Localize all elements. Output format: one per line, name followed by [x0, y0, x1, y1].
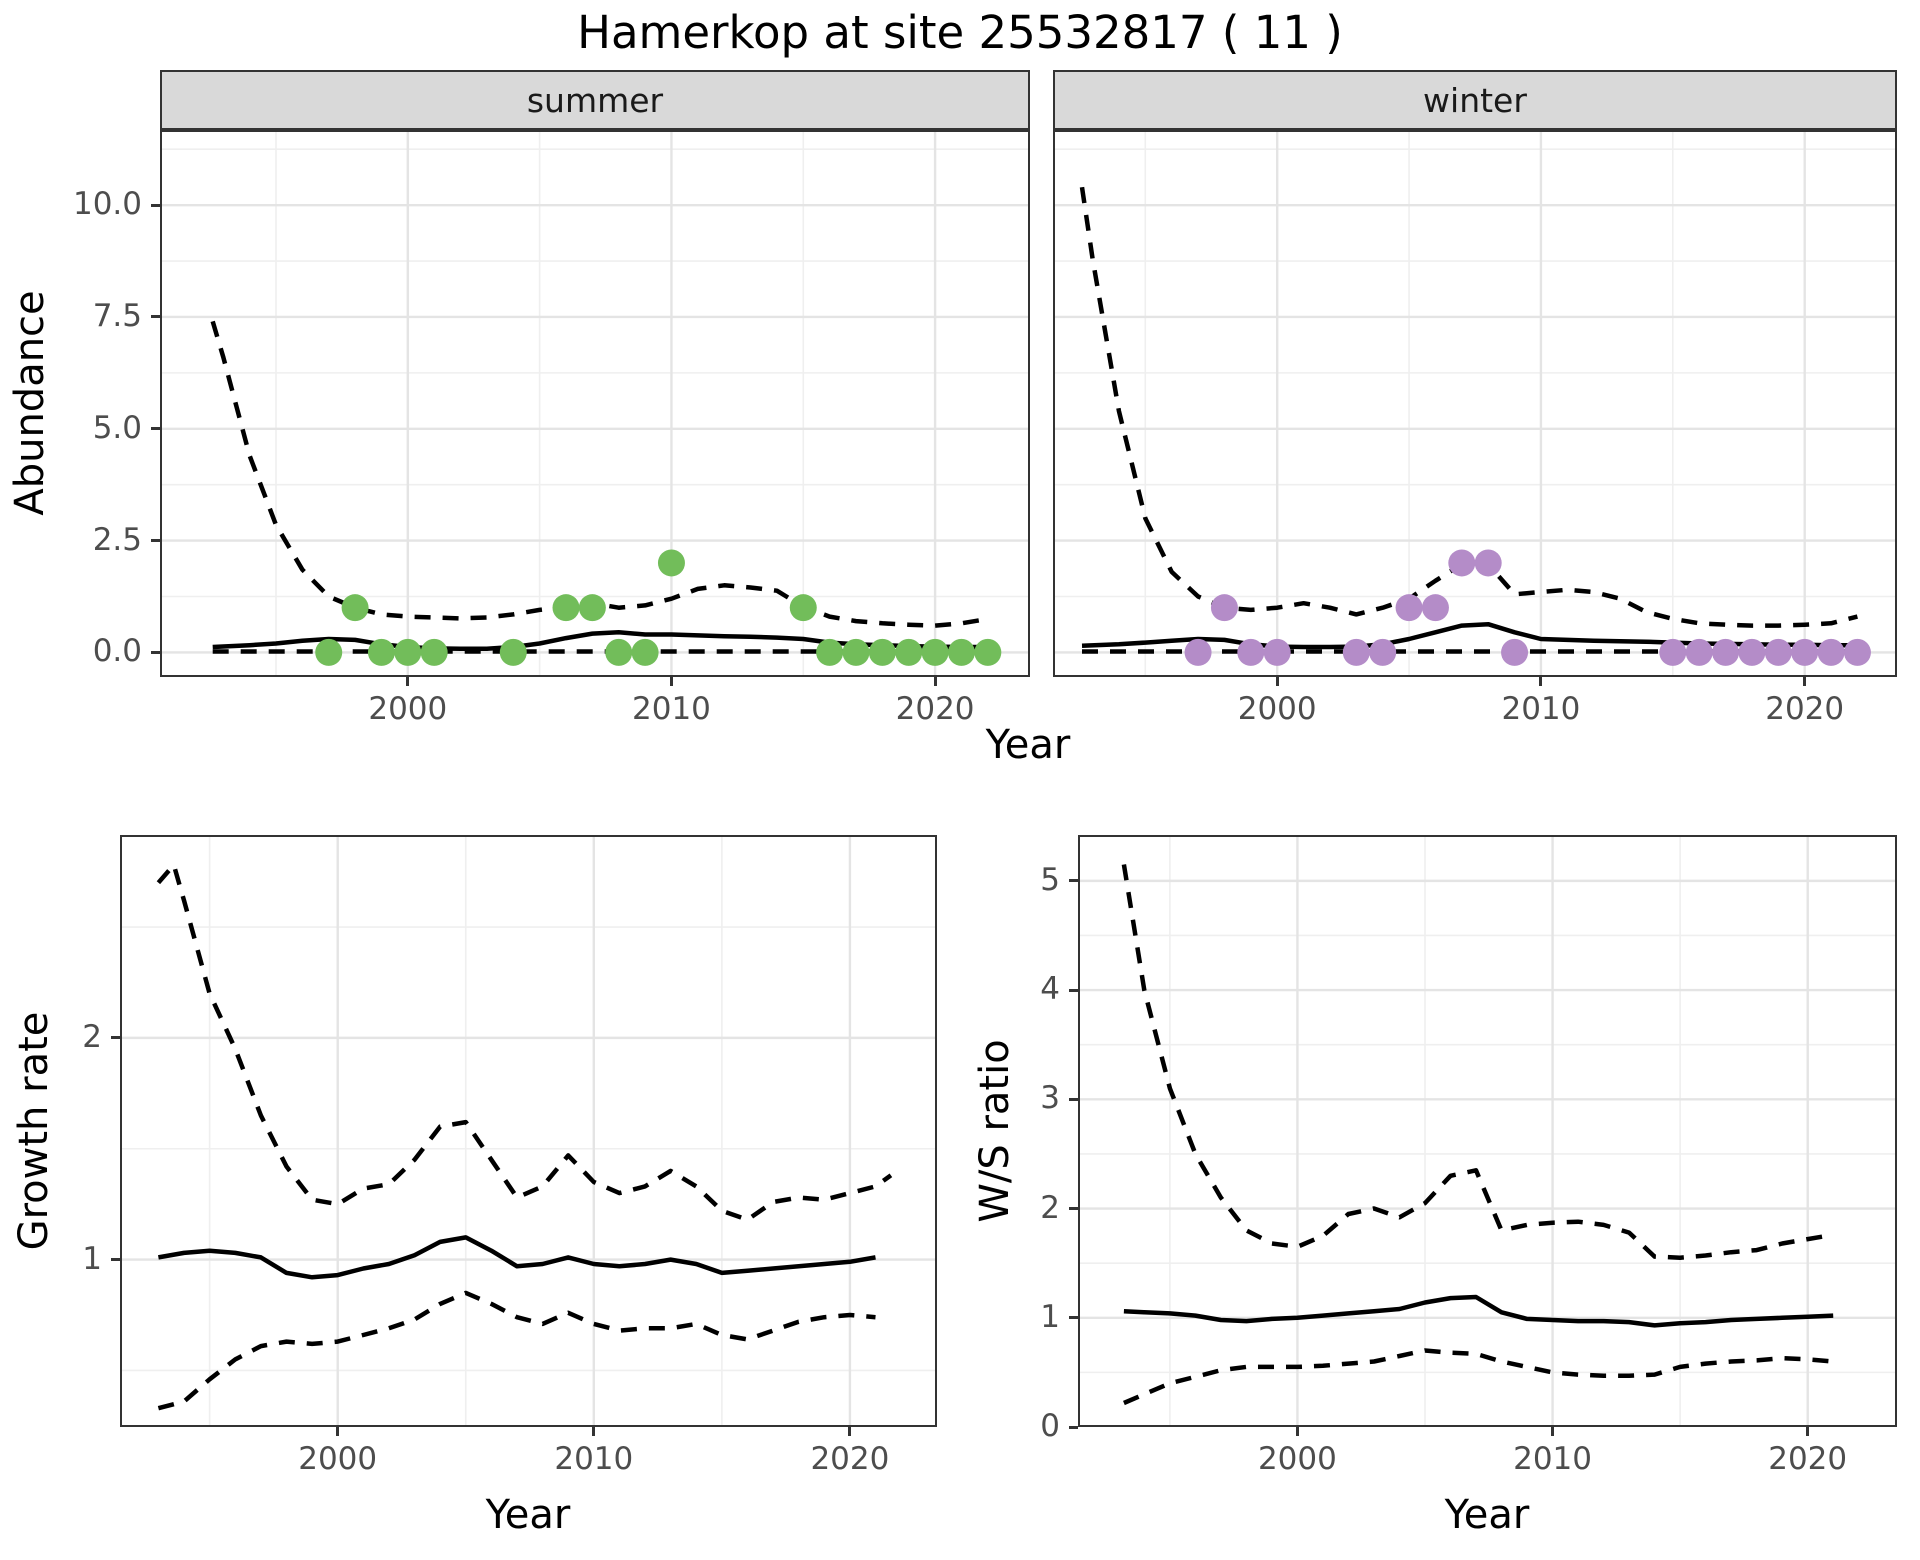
- x-tick-label: 2000: [368, 691, 448, 727]
- y-tick-mark: [1069, 879, 1078, 883]
- y-tick-mark: [111, 1258, 120, 1262]
- x-tick-label: 2000: [1257, 1441, 1337, 1477]
- x-tick-mark: [1539, 677, 1543, 686]
- facet-strip-winter-label: winter: [1423, 80, 1527, 120]
- x-tick-mark: [1803, 677, 1807, 686]
- x-tick-label: 2020: [810, 1441, 890, 1477]
- x-tick-mark: [669, 677, 673, 686]
- abundance-summer-panel: [160, 130, 1030, 677]
- x-tick-label: 2010: [632, 691, 711, 727]
- facet-strip-summer-label: summer: [526, 80, 664, 120]
- y-tick-mark: [151, 203, 160, 207]
- x-tick-label: 2010: [1501, 691, 1581, 727]
- y-tick-mark: [1069, 1425, 1078, 1429]
- y-tick-label: 1: [82, 1240, 102, 1277]
- facet-strip-summer: summer: [160, 70, 1030, 130]
- x-tick-label: 2000: [298, 1441, 378, 1477]
- x-tick-mark: [1806, 1427, 1810, 1436]
- plot-title: Hamerkop at site 25532817 ( 11 ): [577, 6, 1343, 59]
- y-tick-mark: [151, 427, 160, 431]
- y-tick-mark: [151, 650, 160, 654]
- x-tick-mark: [592, 1427, 596, 1436]
- y-tick-label: 5: [1040, 861, 1060, 898]
- y-tick-mark: [1069, 1207, 1078, 1211]
- y-tick-label: 5.0: [92, 409, 142, 446]
- y-tick-mark: [1069, 1097, 1078, 1101]
- x-tick-label: 2000: [1237, 691, 1317, 727]
- x-tick-label: 2020: [895, 691, 975, 727]
- x-tick-mark: [1275, 677, 1279, 686]
- x-tick-mark: [406, 677, 410, 686]
- y-tick-mark: [1069, 1316, 1078, 1320]
- y-tick-label: 3: [1040, 1080, 1060, 1117]
- top-year-axis-title: Year: [985, 722, 1071, 768]
- x-tick-mark: [336, 1427, 340, 1436]
- x-tick-label: 2010: [554, 1441, 634, 1477]
- y-tick-label: 4: [1040, 971, 1060, 1008]
- ws-ratio-panel: [1078, 835, 1897, 1427]
- growth-year-axis-title: Year: [485, 1492, 571, 1538]
- y-tick-mark: [111, 1036, 120, 1040]
- y-tick-label: 10.0: [72, 186, 142, 223]
- y-tick-mark: [151, 315, 160, 319]
- x-tick-label: 2010: [1513, 1441, 1592, 1477]
- x-tick-mark: [848, 1427, 852, 1436]
- x-tick-mark: [933, 677, 937, 686]
- growth-rate-panel: [120, 835, 937, 1427]
- y-tick-label: 0: [1040, 1408, 1060, 1444]
- y-tick-label: 7.5: [92, 297, 142, 334]
- x-tick-label: 2020: [1765, 691, 1845, 727]
- y-tick-mark: [1069, 988, 1078, 992]
- x-tick-label: 2020: [1768, 1441, 1848, 1477]
- y-tick-mark: [151, 539, 160, 543]
- y-tick-label: 0.0: [92, 633, 142, 670]
- y-tick-label: 2: [82, 1018, 102, 1055]
- x-tick-mark: [1551, 1427, 1555, 1436]
- abundance-winter-panel: [1053, 130, 1897, 677]
- y-tick-label: 2: [1040, 1189, 1060, 1226]
- y-tick-label: 1: [1040, 1298, 1060, 1335]
- y-tick-label: 2.5: [92, 521, 142, 558]
- ws-year-axis-title: Year: [1444, 1492, 1530, 1538]
- facet-strip-winter: winter: [1053, 70, 1897, 130]
- x-tick-mark: [1295, 1427, 1299, 1436]
